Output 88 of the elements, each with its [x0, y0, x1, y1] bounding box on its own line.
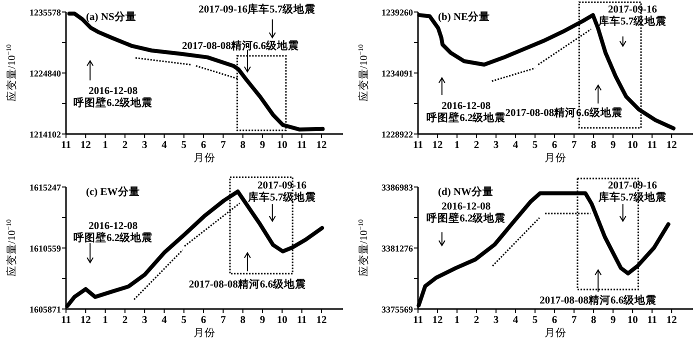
- x-tick-label: 12: [666, 140, 677, 151]
- x-tick-label: 12: [432, 315, 443, 326]
- annotation: 2017-08-08精河6.6级地震: [188, 278, 306, 290]
- x-tick-label: 11: [413, 315, 423, 326]
- y-tick-label: 1605871: [30, 304, 62, 314]
- y-tick-label: 3381276: [382, 244, 414, 254]
- x-tick-label: 6: [552, 140, 558, 151]
- chart-title: (a) NS分量: [86, 10, 136, 23]
- x-tick-label: 10: [276, 140, 288, 151]
- x-tick-label: 1: [102, 315, 108, 326]
- chart-title: (d) NW分量: [438, 185, 494, 198]
- x-tick-label: 8: [590, 140, 596, 151]
- x-tick-label: 11: [61, 140, 71, 151]
- x-tick-label: 11: [296, 315, 307, 326]
- x-tick-label: 2: [474, 315, 480, 326]
- x-tick-label: 1: [454, 140, 460, 151]
- x-tick-label: 4: [512, 140, 519, 151]
- x-tick-label: 7: [220, 140, 226, 151]
- x-tick-label: 9: [260, 140, 266, 151]
- x-tick-label: 3: [493, 315, 499, 326]
- x-tick-label: 4: [512, 315, 519, 326]
- x-tick-label: 4: [162, 140, 168, 151]
- annotation: 2017-09-16库车5.7级地震: [198, 2, 316, 16]
- x-tick-label: 3: [142, 315, 148, 326]
- x-tick-label: 3: [142, 140, 148, 151]
- x-tick-label: 5: [532, 315, 538, 326]
- x-tick-label: 7: [571, 315, 577, 326]
- x-tick-label: 7: [220, 315, 226, 326]
- annotation: 2017-09-16 库车5.7级地震: [597, 4, 667, 28]
- x-tick-label: 6: [200, 140, 206, 151]
- x-tick-label: 8: [240, 140, 246, 151]
- y-tick-label: 1214102: [30, 130, 62, 140]
- y-tick-label: 1610559: [30, 244, 62, 254]
- x-tick-label: 9: [260, 315, 266, 326]
- x-tick-label: 1: [102, 140, 108, 151]
- y-tick-label: 1224840: [30, 68, 62, 78]
- x-tick-label: 5: [181, 315, 187, 326]
- y-tick-label: 1228922: [382, 130, 414, 140]
- x-tick-label: 8: [590, 315, 596, 326]
- x-tick-label: 9: [610, 140, 616, 151]
- x-axis-title: 月份: [194, 152, 216, 164]
- annotation: 2016-12-08 呼图壁6.2级地震: [426, 201, 506, 224]
- x-tick-label: 10: [627, 140, 638, 151]
- x-tick-label: 2: [122, 140, 128, 151]
- x-tick-label: 1: [454, 315, 460, 326]
- chart-title: (b) NE分量: [438, 10, 490, 23]
- x-tick-label: 12: [80, 315, 91, 326]
- x-tick-label: 11: [61, 315, 71, 326]
- x-tick-label: 12: [432, 140, 443, 151]
- x-tick-label: 8: [240, 315, 246, 326]
- y-tick-label: 1235578: [30, 8, 62, 18]
- x-axis-title: 月份: [544, 152, 566, 164]
- x-tick-label: 6: [552, 315, 558, 326]
- x-tick-label: 5: [532, 140, 538, 151]
- x-tick-label: 11: [647, 315, 658, 326]
- annotation: 2017-08-08精河6.6级地震: [540, 293, 657, 306]
- x-tick-label: 11: [296, 140, 307, 151]
- x-tick-label: 10: [276, 315, 288, 326]
- x-tick-label: 2: [474, 140, 480, 151]
- x-tick-label: 2: [122, 315, 128, 326]
- x-tick-label: 12: [80, 140, 91, 151]
- y-tick-label: 1615247: [30, 182, 62, 192]
- x-tick-label: 3: [493, 140, 499, 151]
- x-tick-label: 12: [666, 315, 677, 326]
- x-tick-label: 10: [627, 315, 638, 326]
- annotation: 2016-12-08 呼图壁6.2级地震: [426, 100, 506, 124]
- y-tick-label: 3386983: [382, 182, 414, 192]
- x-axis-title: 月份: [544, 327, 566, 339]
- x-axis-title: 月份: [194, 327, 216, 339]
- y-tick-label: 3375569: [382, 304, 414, 314]
- y-tick-label: 1239260: [382, 8, 414, 18]
- annotation: 2017-09-16 库车5.7级地震: [597, 180, 667, 204]
- annotation: 2016-12-08 呼图壁6.2级地震: [74, 86, 153, 110]
- x-tick-label: 6: [200, 315, 206, 326]
- y-tick-label: 1234091: [382, 68, 414, 78]
- line-series: [417, 13, 676, 130]
- x-tick-label: 4: [162, 315, 168, 326]
- x-tick-label: 12: [316, 315, 327, 326]
- annotation: 2016-12-08 呼图壁6.2级地震: [74, 220, 153, 244]
- x-tick-label: 11: [413, 140, 423, 151]
- x-tick-label: 7: [571, 140, 577, 151]
- annotation: 2017-08-08精河6.6级地震: [182, 39, 300, 52]
- x-tick-label: 9: [610, 315, 616, 326]
- x-tick-label: 12: [316, 140, 327, 151]
- chart-title: (c) EW分量: [86, 185, 140, 198]
- x-tick-label: 5: [181, 140, 187, 151]
- x-tick-label: 11: [647, 140, 658, 151]
- annotation: 2017-09-16 库车5.7级地震: [246, 180, 316, 204]
